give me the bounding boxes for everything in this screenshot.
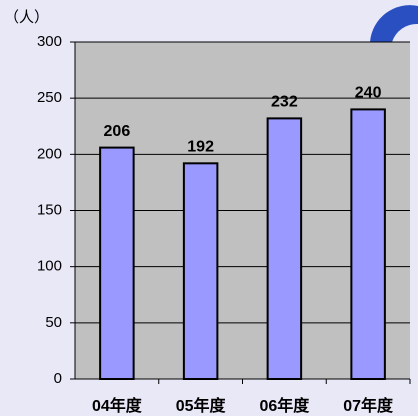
x-tick-label: 05年度 bbox=[176, 396, 227, 415]
y-tick-label: 250 bbox=[37, 89, 62, 106]
page: （人） 0 50 100 150 200 250 300 04年度 206 05年度 192 06年度… bbox=[0, 0, 418, 416]
bar bbox=[351, 109, 385, 379]
y-tick-label: 100 bbox=[37, 258, 62, 275]
y-tick-label: 150 bbox=[37, 201, 62, 218]
x-tick-label: 06年度 bbox=[259, 396, 310, 415]
y-tick-label: 300 bbox=[37, 33, 62, 50]
x-tick-label: 07年度 bbox=[343, 396, 394, 415]
y-axis-unit: （人） bbox=[4, 9, 49, 26]
x-tick-label: 04年度 bbox=[92, 396, 143, 415]
value-label: 232 bbox=[271, 94, 298, 111]
bar bbox=[268, 118, 302, 379]
bar bbox=[100, 148, 134, 379]
y-tick-label: 0 bbox=[54, 370, 62, 387]
value-label: 192 bbox=[187, 139, 214, 156]
value-label: 240 bbox=[355, 85, 382, 102]
y-tick-label: 50 bbox=[45, 314, 62, 331]
chart: （人） 0 50 100 150 200 250 300 04年度 206 05年度 192 06年度… bbox=[0, 0, 418, 416]
bar bbox=[184, 163, 218, 379]
y-tick-label: 200 bbox=[37, 145, 62, 162]
value-label: 206 bbox=[104, 123, 131, 140]
